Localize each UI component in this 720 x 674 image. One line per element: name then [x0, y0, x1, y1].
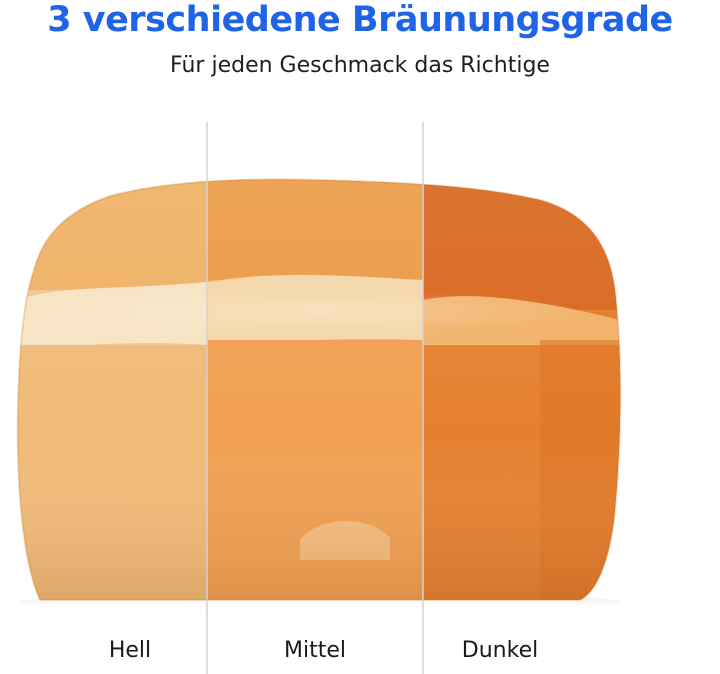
page-subtitle: Für jeden Geschmack das Richtige: [170, 53, 550, 78]
label-hell: Hell: [108, 638, 152, 663]
loaf-body: [17, 179, 621, 601]
page-title: 3 verschiedene Bräunungsgrade: [47, 0, 673, 40]
label-dunkel: Dunkel: [461, 638, 539, 663]
label-mittel: Mittel: [284, 638, 346, 663]
loaf-outline: [16, 178, 622, 601]
